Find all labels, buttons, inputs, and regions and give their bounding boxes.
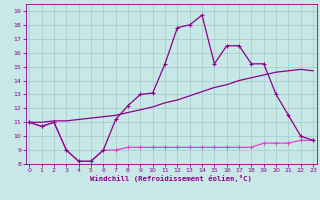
X-axis label: Windchill (Refroidissement éolien,°C): Windchill (Refroidissement éolien,°C) bbox=[90, 175, 252, 182]
